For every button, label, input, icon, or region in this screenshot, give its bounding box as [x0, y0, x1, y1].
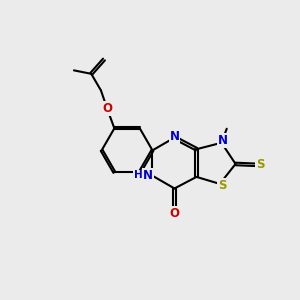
Text: S: S	[256, 158, 265, 171]
Text: N: N	[218, 134, 228, 147]
Text: O: O	[102, 102, 112, 115]
Text: S: S	[218, 178, 227, 191]
Text: N: N	[143, 169, 153, 182]
Text: H: H	[134, 170, 142, 180]
Text: O: O	[169, 207, 179, 220]
Text: N: N	[169, 130, 179, 143]
